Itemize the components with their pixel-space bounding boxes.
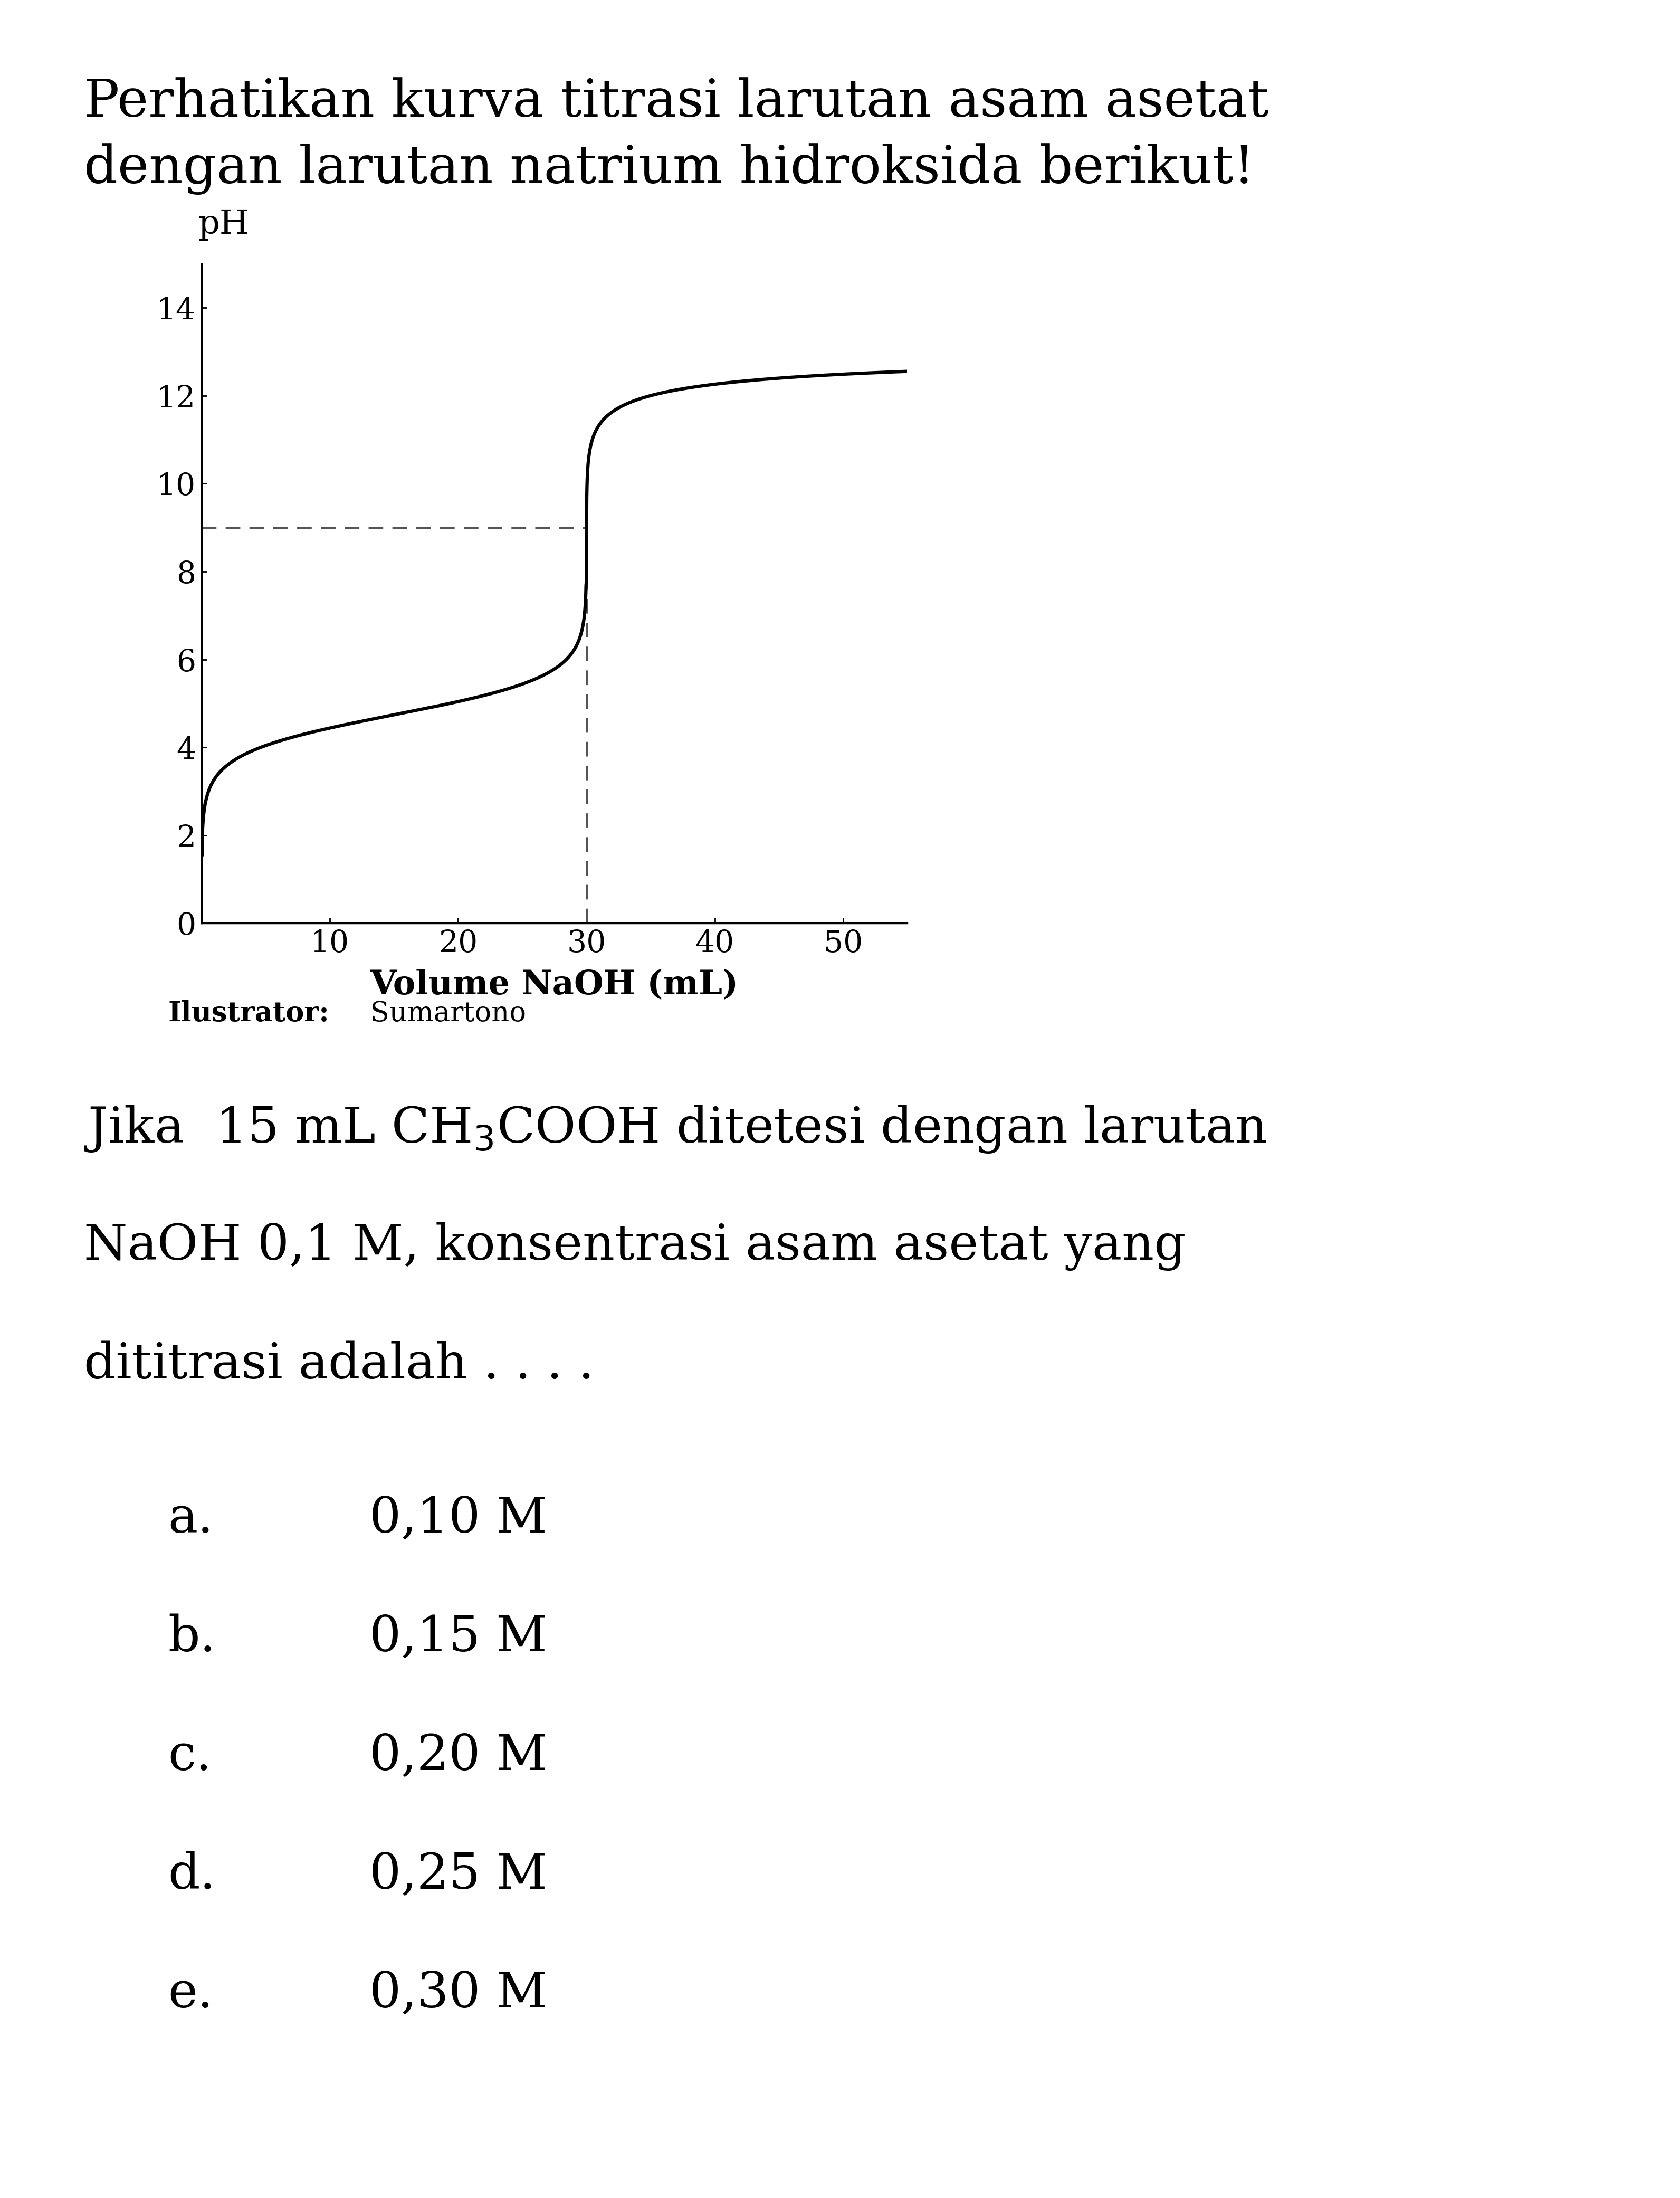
Text: 0,15 M: 0,15 M — [370, 1613, 548, 1662]
Text: Jika  15 mL CH$_3$COOH ditetesi dengan larutan: Jika 15 mL CH$_3$COOH ditetesi dengan la… — [84, 1103, 1267, 1154]
Text: dititrasi adalah . . . .: dititrasi adalah . . . . — [84, 1341, 595, 1389]
Text: Perhatikan kurva titrasi larutan asam asetat: Perhatikan kurva titrasi larutan asam as… — [84, 77, 1268, 127]
Text: e.: e. — [168, 1969, 213, 2018]
X-axis label: Volume NaOH (mL): Volume NaOH (mL) — [370, 969, 739, 1000]
Text: Ilustrator:: Ilustrator: — [168, 1000, 329, 1026]
Text: 0,30 M: 0,30 M — [370, 1969, 548, 2018]
Text: Sumartono: Sumartono — [361, 1000, 526, 1026]
Text: a.: a. — [168, 1495, 213, 1543]
Text: c.: c. — [168, 1732, 212, 1780]
Text: pH: pH — [198, 209, 249, 242]
Text: b.: b. — [168, 1613, 215, 1662]
Text: NaOH 0,1 M, konsentrasi asam asetat yang: NaOH 0,1 M, konsentrasi asam asetat yang — [84, 1222, 1186, 1270]
Text: 0,10 M: 0,10 M — [370, 1495, 548, 1543]
Text: dengan larutan natrium hidroksida berikut!: dengan larutan natrium hidroksida beriku… — [84, 143, 1255, 193]
Text: d.: d. — [168, 1851, 215, 1899]
Text: 0,20 M: 0,20 M — [370, 1732, 548, 1780]
Text: 0,25 M: 0,25 M — [370, 1851, 548, 1899]
